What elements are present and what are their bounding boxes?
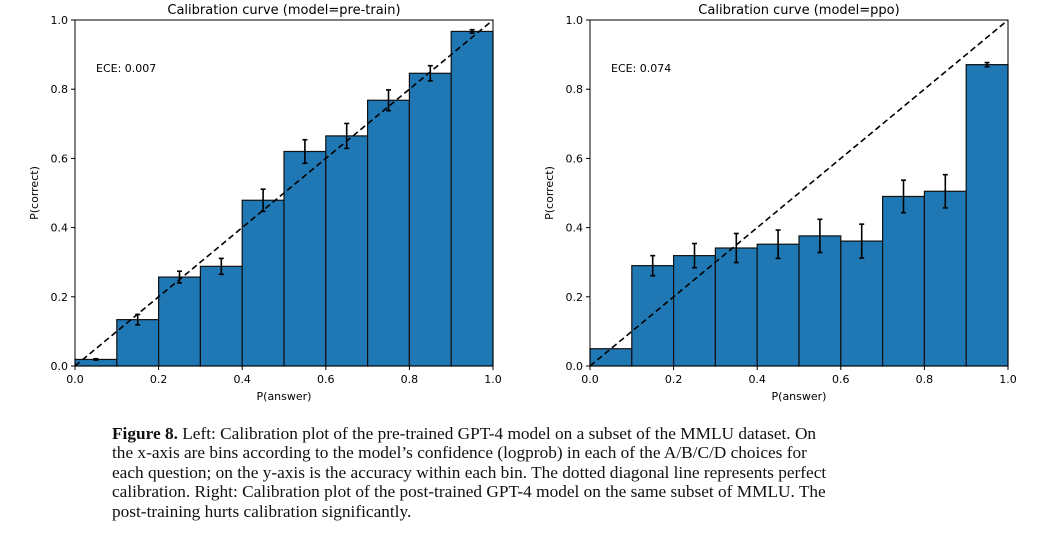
bar <box>840 240 884 367</box>
bar <box>283 150 327 367</box>
perfect-calibration-line <box>589 19 1009 367</box>
error-bar <box>650 254 656 277</box>
x-tick-label: 1.0 <box>484 373 502 386</box>
axes-frame <box>589 19 1009 367</box>
caption-line-3: each question; on the y-axis is the accu… <box>112 462 827 482</box>
error-bar <box>901 179 906 214</box>
x-tick-label: 0.2 <box>665 373 683 386</box>
x-axis-label: P(answer) <box>772 390 827 403</box>
chart-ppo: 0.0 0.2 0.4 0.6 0.8 1.0 0.0 0.2 0.4 0.6 0.8 1.0 Cali… <box>543 3 1017 403</box>
x-tick-label: 0.8 <box>916 373 934 386</box>
bar <box>199 265 243 367</box>
error-bar <box>775 229 781 260</box>
chart-pre-train: 0.0 0.2 0.4 0.6 0.8 1.0 0.0 0.2 0.4 0.6 0.8 1.0 Cali… <box>28 3 502 403</box>
bar <box>798 235 842 367</box>
bar <box>450 30 494 367</box>
y-tick-label: 0.6 <box>566 152 584 165</box>
bar <box>756 243 800 367</box>
y-tick-label: 0.8 <box>566 83 584 96</box>
y-axis-label: P(correct) <box>543 166 556 220</box>
perfect-calibration-line <box>74 19 494 367</box>
caption-line-4: calibration. Right: Calibration plot of … <box>112 482 826 502</box>
x-tick-label: 0.8 <box>401 373 419 386</box>
bar <box>241 199 285 367</box>
error-bar <box>469 28 475 34</box>
y-tick-label: 0.0 <box>51 360 69 373</box>
error-bar <box>984 61 990 68</box>
y-tick-label: 1.0 <box>566 14 584 27</box>
error-bar <box>942 173 948 209</box>
x-tick-label: 0.0 <box>66 373 84 386</box>
bar <box>408 72 452 367</box>
figure-caption: Figure 8. Left: Calibration plot of the … <box>112 424 972 521</box>
bar <box>672 255 716 367</box>
error-bar <box>859 223 865 259</box>
error-bar <box>817 218 823 254</box>
y-tick-label: 1.0 <box>51 14 69 27</box>
bar <box>923 190 967 367</box>
bar <box>158 276 202 367</box>
error-bar <box>386 89 391 112</box>
x-tick-label: 0.4 <box>748 373 766 386</box>
bar <box>589 348 633 367</box>
y-tick-label: 0.8 <box>51 83 69 96</box>
y-axis-label: P(correct) <box>28 166 41 220</box>
error-bar <box>177 270 182 284</box>
x-tick-label: 0.0 <box>581 373 599 386</box>
y-tick-label: 0.4 <box>566 222 584 235</box>
caption-line-2: the x-axis are bins according to the mod… <box>112 443 807 463</box>
error-bar <box>692 242 697 269</box>
y-tick-label: 0.2 <box>51 291 69 304</box>
error-bar <box>218 257 224 276</box>
error-bar <box>302 138 308 165</box>
x-tick-label: 1.0 <box>999 373 1017 386</box>
bar <box>631 265 675 367</box>
calibration-figure: 0.0 0.2 0.4 0.6 0.8 1.0 0.0 0.2 0.4 0.6 0.8 1.0 Cali… <box>28 3 1017 403</box>
ece-annotation: ECE: 0.007 <box>96 62 156 75</box>
caption-line-1: Figure 8. Left: Calibration plot of the … <box>112 424 817 443</box>
x-tick-label: 0.2 <box>150 373 168 386</box>
caption-label: Figure 8. <box>112 424 178 443</box>
bar <box>965 64 1009 367</box>
axes-frame <box>74 19 494 367</box>
caption-line-5: post-training hurts calibration signific… <box>112 501 412 521</box>
bar <box>325 135 369 367</box>
bar <box>881 195 925 367</box>
chart-title: Calibration curve (model=ppo) <box>698 3 899 18</box>
x-tick-label: 0.4 <box>233 373 251 386</box>
x-tick-label: 0.6 <box>832 373 850 386</box>
ece-annotation: ECE: 0.074 <box>611 62 671 75</box>
x-tick-label: 0.6 <box>317 373 335 386</box>
x-axis-label: P(answer) <box>257 390 312 403</box>
y-tick-label: 0.0 <box>566 360 584 373</box>
bar <box>367 99 411 367</box>
bar <box>714 247 758 367</box>
chart-title: Calibration curve (model=pre-train) <box>167 3 400 18</box>
y-tick-label: 0.6 <box>51 152 69 165</box>
error-bar <box>427 64 433 82</box>
error-bar <box>733 232 739 264</box>
error-bar <box>344 122 350 150</box>
y-tick-label: 0.4 <box>51 222 69 235</box>
error-bar <box>93 357 99 361</box>
y-tick-label: 0.2 <box>566 291 584 304</box>
